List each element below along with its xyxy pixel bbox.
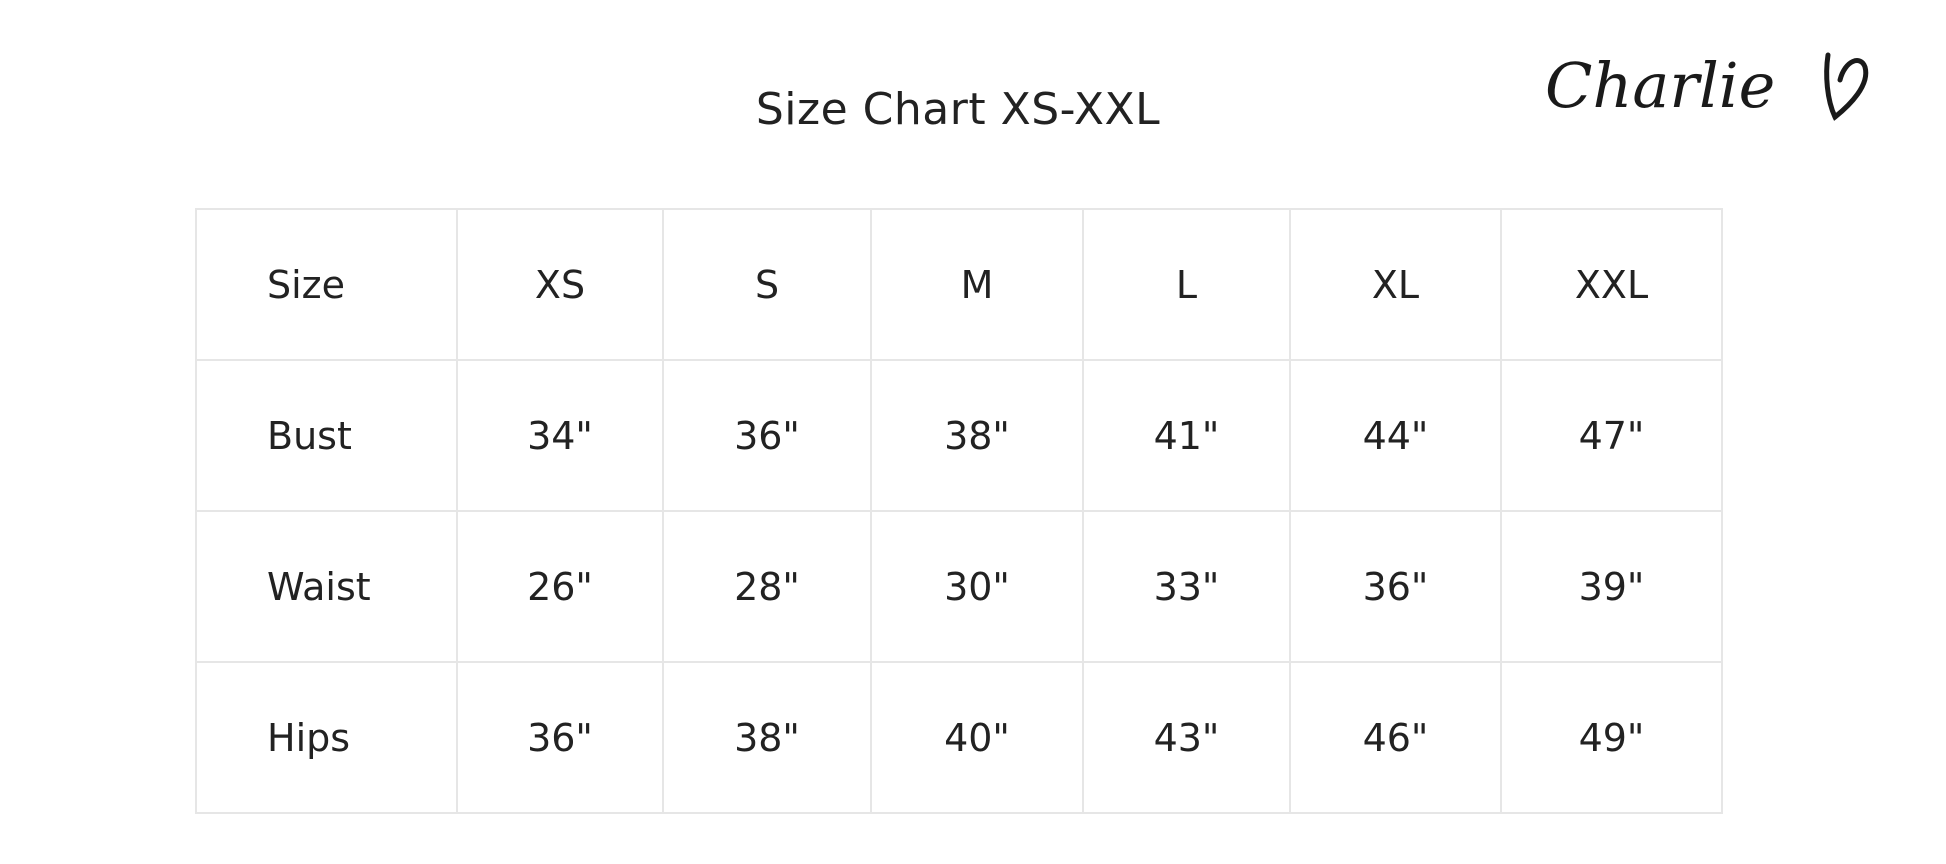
table-cell: 36" <box>662 359 872 512</box>
table-cell: 49" <box>1500 661 1723 814</box>
table-cell: 36" <box>456 661 664 814</box>
table-cell: XS <box>456 208 664 361</box>
table-cell: 38" <box>662 661 872 814</box>
brand-logo: Charlie <box>1545 49 1869 122</box>
table-cell: 40" <box>870 661 1084 814</box>
table-cell: 30" <box>870 510 1084 663</box>
table-row: Bust 34" 36" 38" 41" 44" 47" <box>195 359 1723 512</box>
table-cell: 44" <box>1289 359 1502 512</box>
table-cell: 26" <box>456 510 664 663</box>
table-cell: 41" <box>1082 359 1291 512</box>
table-cell: 28" <box>662 510 872 663</box>
row-label: Hips <box>195 661 458 814</box>
table-row: Hips 36" 38" 40" 43" 46" 49" <box>195 661 1723 814</box>
table-cell: M <box>870 208 1084 361</box>
table-cell: 39" <box>1500 510 1723 663</box>
header-row: Size XS S M L XL XXL <box>195 208 1723 361</box>
table-cell: 38" <box>870 359 1084 512</box>
table-cell: 34" <box>456 359 664 512</box>
table-cell: S <box>662 208 872 361</box>
table-cell: XL <box>1289 208 1502 361</box>
logo-text: Charlie <box>1545 49 1775 122</box>
size-chart-table: Size XS S M L XL XXL Bust 34" 36" 38" 41" 44" 47" Wais… <box>195 208 1723 814</box>
row-label: Waist <box>195 510 458 663</box>
page-title: Size Chart XS-XXL <box>755 84 1161 135</box>
table-row: Waist 26" 28" 30" 33" 36" 39" <box>195 510 1723 663</box>
table-cell: 47" <box>1500 359 1723 512</box>
table-cell: XXL <box>1500 208 1723 361</box>
table-cell: 36" <box>1289 510 1502 663</box>
table-cell: 43" <box>1082 661 1291 814</box>
row-label: Size <box>195 208 458 361</box>
table-cell: L <box>1082 208 1291 361</box>
table-cell: 46" <box>1289 661 1502 814</box>
row-label: Bust <box>195 359 458 512</box>
heart-icon <box>1824 52 1869 121</box>
table-cell: 33" <box>1082 510 1291 663</box>
